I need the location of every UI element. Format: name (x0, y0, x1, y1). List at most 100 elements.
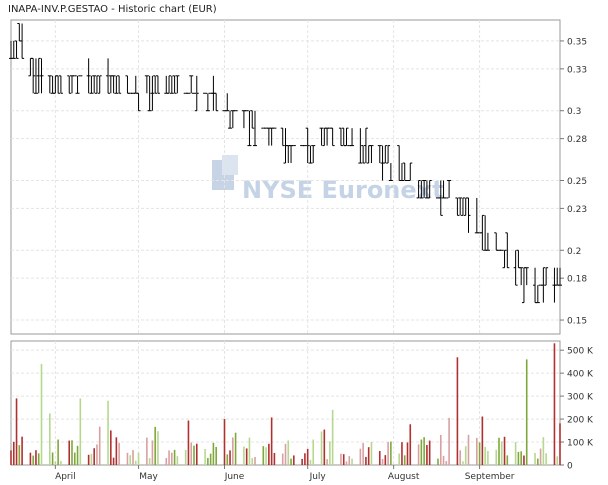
ohlc-bar (36, 57, 41, 94)
ohlc-bar (194, 75, 199, 112)
month-label: June (224, 472, 245, 482)
ohlc-bar (544, 267, 549, 286)
ohlc-bar (369, 145, 374, 164)
ohlc-bar (11, 40, 16, 59)
ohlc-bar (205, 93, 210, 112)
ohlc-bar (305, 127, 310, 164)
ohlc-bar (363, 127, 368, 164)
ohlc-bar (89, 75, 94, 94)
price-panel (10, 19, 561, 335)
ohlc-bar (377, 145, 382, 164)
ohlc-bar (505, 232, 510, 269)
month-label: August (388, 472, 420, 482)
volume-tick-label: 0 (567, 462, 573, 472)
ohlc-bar (47, 75, 52, 94)
price-tick-label: 0.15 (567, 317, 587, 327)
ohlc-bar (153, 75, 158, 94)
ohlc-bar (247, 110, 252, 147)
ohlc-bar (361, 145, 366, 164)
ohlc-bar (383, 145, 388, 164)
ohlc-bar (344, 127, 349, 147)
ohlc-bar (136, 92, 141, 112)
price-tick-label: 0.35 (567, 37, 587, 47)
ohlc-bar (250, 110, 255, 129)
ohlc-bar (419, 180, 424, 199)
ohlc-bar (388, 163, 393, 181)
ohlc-bar (155, 75, 160, 94)
ohlc-bar (58, 75, 63, 94)
ohlc-bar (485, 232, 490, 251)
ohlc-bar (56, 75, 61, 94)
ohlc-bar (280, 127, 285, 147)
ohlc-bar (225, 93, 230, 112)
ohlc-bar (114, 75, 119, 94)
ohlc-bar (524, 267, 529, 286)
volume-tick-label: 100 K (567, 439, 594, 449)
ohlc-bar (386, 145, 391, 164)
volume-tick-label: 400 K (567, 370, 594, 380)
ohlc-bar (466, 197, 471, 233)
ohlc-bar (150, 75, 155, 111)
ohlc-series (9, 22, 562, 304)
ohlc-bar (447, 179, 452, 198)
ohlc-bar (111, 75, 116, 94)
ohlc-bar (94, 75, 99, 94)
ohlc-bar (20, 23, 25, 59)
watermark-mark (222, 155, 238, 175)
volume-tick-label: 300 K (567, 393, 594, 403)
ohlc-bar (14, 40, 19, 59)
ohlc-bar (169, 75, 174, 94)
ohlc-bar (214, 92, 219, 112)
ohlc-bar (117, 75, 122, 94)
ohlc-bar (172, 75, 177, 94)
ohlc-bar (458, 197, 463, 216)
month-label: May (139, 472, 158, 482)
ohlc-bar (67, 75, 72, 94)
ohlc-bar (39, 58, 44, 94)
ohlc-bar (519, 267, 524, 286)
price-tick-label: 0.28 (567, 135, 587, 145)
ohlc-bar (558, 267, 562, 286)
ohlc-bar (480, 214, 485, 251)
ohlc-bar (427, 179, 432, 199)
ohlc-bar (253, 110, 257, 147)
ohlc-bar (311, 145, 316, 164)
month-label: April (55, 472, 76, 482)
volume-tick-label: 200 K (567, 416, 594, 426)
ohlc-bar (338, 127, 343, 147)
ohlc-bar (350, 128, 355, 147)
ohlc-bar (408, 162, 413, 181)
ohlc-bar (541, 267, 546, 303)
volume-series (10, 343, 561, 465)
ohlc-bar (438, 180, 443, 216)
price-tick-label: 0.33 (567, 65, 587, 75)
ohlc-bar (189, 75, 194, 94)
price-tick-label: 0.18 (567, 275, 587, 285)
price-tick-label: 0.3 (567, 107, 581, 117)
price-tick-label: 0.23 (567, 205, 587, 215)
ohlc-bar (330, 127, 335, 147)
ohlc-bar (460, 197, 465, 216)
ohlc-bar (228, 110, 233, 129)
ohlc-bar (97, 75, 102, 94)
ohlc-bar (167, 75, 172, 94)
ohlc-bar (535, 285, 540, 304)
price-tick-label: 0.25 (567, 177, 587, 187)
month-label: July (309, 472, 327, 482)
ohlc-bar (455, 197, 460, 216)
ohlc-bar (33, 58, 38, 94)
ohlc-bar (92, 75, 97, 94)
ohlc-bar (106, 58, 111, 94)
ohlc-bar (422, 179, 427, 198)
ohlc-bar (31, 57, 36, 94)
ohlc-bar (513, 250, 518, 286)
ohlc-bar (399, 163, 404, 181)
price-tick-label: 0.2 (567, 247, 581, 257)
ohlc-bar (416, 179, 421, 199)
ohlc-bar (75, 75, 80, 94)
ohlc-bar (319, 127, 324, 146)
ohlc-bar (144, 75, 149, 94)
ohlc-bar (86, 58, 91, 94)
